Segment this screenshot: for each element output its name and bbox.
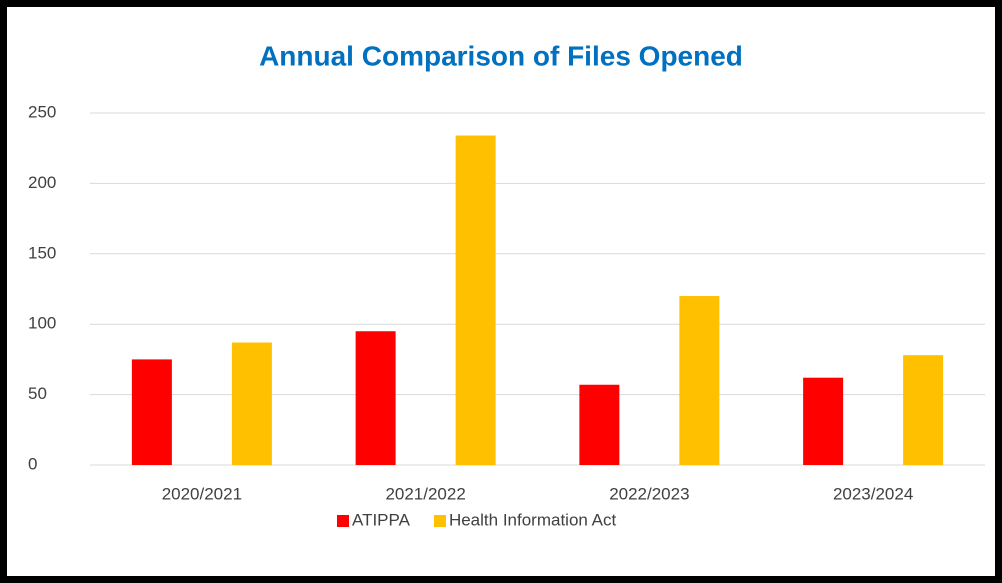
y-tick-label: 250	[28, 102, 56, 121]
y-tick-label: 100	[28, 314, 56, 333]
bar	[131, 359, 172, 465]
bar	[679, 296, 720, 465]
y-tick-label: 0	[28, 454, 37, 473]
y-tick-label: 50	[28, 384, 47, 403]
bar	[355, 331, 396, 465]
x-tick-label: 2020/2021	[162, 484, 242, 503]
legend-swatch	[433, 515, 446, 527]
x-tick-label: 2023/2024	[833, 484, 913, 503]
bar	[803, 377, 844, 465]
chart-title: Annual Comparison of Files Opened	[259, 40, 743, 71]
bar	[231, 342, 272, 465]
y-tick-label: 200	[28, 173, 56, 192]
bar	[455, 135, 496, 465]
x-tick-label: 2022/2023	[609, 484, 689, 503]
bar	[903, 355, 944, 465]
bar	[579, 384, 620, 465]
y-tick-label: 150	[28, 243, 56, 262]
legend-label: ATIPPA	[352, 510, 411, 529]
legend-label: Health Information Act	[449, 510, 617, 529]
x-tick-label: 2021/2022	[385, 484, 465, 503]
legend-swatch	[337, 515, 349, 527]
